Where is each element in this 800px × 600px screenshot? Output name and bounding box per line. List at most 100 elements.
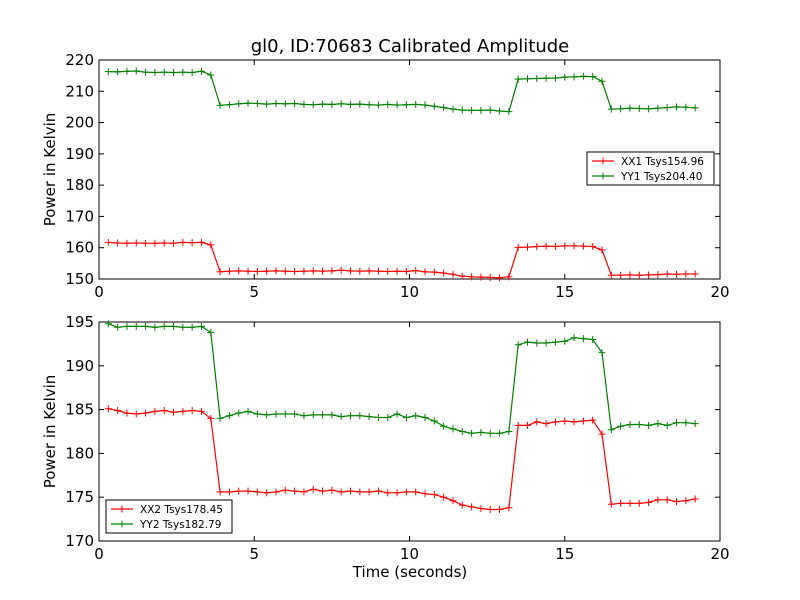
data-point (104, 238, 112, 246)
data-point (281, 486, 289, 494)
data-point (272, 488, 280, 496)
data-point (142, 322, 150, 330)
data-point (197, 67, 205, 75)
data-point (496, 274, 504, 282)
data-point (337, 488, 345, 496)
data-point (617, 499, 625, 507)
data-point (579, 242, 587, 250)
data-point (486, 273, 494, 281)
data-point (421, 490, 429, 498)
x-tick-label: 20 (710, 283, 729, 301)
data-point (337, 266, 345, 274)
data-point (561, 242, 569, 250)
data-point (551, 338, 559, 346)
data-point (319, 487, 327, 495)
data-point (132, 410, 140, 418)
data-point (356, 412, 364, 420)
data-point (328, 411, 336, 419)
data-point (319, 267, 327, 275)
data-point (626, 420, 634, 428)
data-point (691, 495, 699, 503)
data-point (673, 419, 681, 427)
x-tick-label: 15 (555, 283, 574, 301)
data-point (356, 488, 364, 496)
data-point (253, 488, 261, 496)
data-point (393, 101, 401, 109)
data-point (682, 419, 690, 427)
data-point (309, 267, 317, 275)
data-point (514, 421, 522, 429)
data-point (635, 104, 643, 112)
data-point (309, 101, 317, 109)
data-point (347, 412, 355, 420)
data-point (197, 407, 205, 415)
data-point (365, 101, 373, 109)
data-point (412, 100, 420, 108)
data-point (496, 107, 504, 115)
data-point (244, 487, 252, 495)
legend-entry: XX1 Tsys154.96 (592, 156, 704, 168)
data-point (142, 409, 150, 417)
data-point (514, 75, 522, 83)
data-point (607, 271, 615, 279)
data-point (673, 498, 681, 506)
legend-label: XX1 Tsys154.96 (621, 156, 704, 168)
data-point (561, 417, 569, 425)
data-point (244, 407, 252, 415)
data-point (598, 349, 606, 357)
data-point (533, 74, 541, 82)
data-point (114, 406, 122, 414)
data-point (673, 103, 681, 111)
legend: XX2 Tsys178.45 YY2 Tsys182.79 (105, 499, 233, 534)
data-point (216, 101, 224, 109)
data-point (579, 72, 587, 80)
legend-label: YY2 Tsys182.79 (139, 519, 221, 531)
data-point (412, 488, 420, 496)
y-tick-label: 170 (65, 207, 94, 225)
data-point (607, 105, 615, 113)
y-tick-label: 170 (65, 532, 94, 550)
data-point (617, 422, 625, 430)
x-tick-label: 5 (249, 283, 259, 301)
data-point (468, 106, 476, 114)
data-point (393, 489, 401, 497)
data-point (384, 267, 392, 275)
data-point (309, 485, 317, 493)
data-point (440, 104, 448, 112)
data-point (291, 99, 299, 107)
data-point (374, 487, 382, 495)
data-point (468, 503, 476, 511)
legend-label: YY1 Tsys204.40 (620, 171, 702, 183)
data-point (533, 418, 541, 426)
data-point (216, 268, 224, 276)
data-point (114, 323, 122, 331)
data-point (123, 322, 131, 330)
data-point (104, 320, 112, 328)
y-tick-label: 195 (65, 313, 94, 331)
y-tick-label: 210 (65, 82, 94, 100)
data-point (570, 242, 578, 250)
data-point (197, 322, 205, 330)
x-tick-label: 0 (94, 283, 104, 301)
data-point (430, 268, 438, 276)
data-point (607, 426, 615, 434)
data-point (449, 425, 457, 433)
data-point (207, 414, 215, 422)
data-point (393, 410, 401, 418)
data-point (328, 100, 336, 108)
y-axis-label: Power in Kelvin (41, 375, 59, 489)
y-tick-label: 150 (65, 270, 94, 288)
data-point (235, 267, 243, 275)
data-point (151, 69, 159, 77)
data-point (151, 239, 159, 247)
data-point (682, 497, 690, 505)
legend-entry: YY2 Tsys182.79 (111, 519, 221, 531)
data-point (225, 488, 233, 496)
data-point (319, 100, 327, 108)
data-point (384, 413, 392, 421)
y-tick-label: 190 (65, 357, 94, 375)
data-point (626, 104, 634, 112)
data-point (589, 242, 597, 250)
data-point (523, 338, 531, 346)
y-axis-label: Power in Kelvin (41, 113, 59, 227)
